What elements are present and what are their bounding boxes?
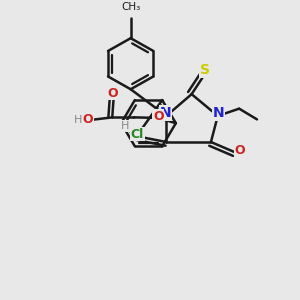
Text: S: S xyxy=(200,63,210,77)
Text: CH₃: CH₃ xyxy=(121,2,140,12)
Text: H: H xyxy=(121,121,129,131)
Text: N: N xyxy=(160,106,172,120)
Text: O: O xyxy=(82,113,93,126)
Text: N: N xyxy=(213,106,224,120)
Text: O: O xyxy=(235,144,245,157)
Text: O: O xyxy=(153,110,164,123)
Text: O: O xyxy=(108,86,118,100)
Text: H: H xyxy=(74,115,82,125)
Text: Cl: Cl xyxy=(130,128,144,141)
